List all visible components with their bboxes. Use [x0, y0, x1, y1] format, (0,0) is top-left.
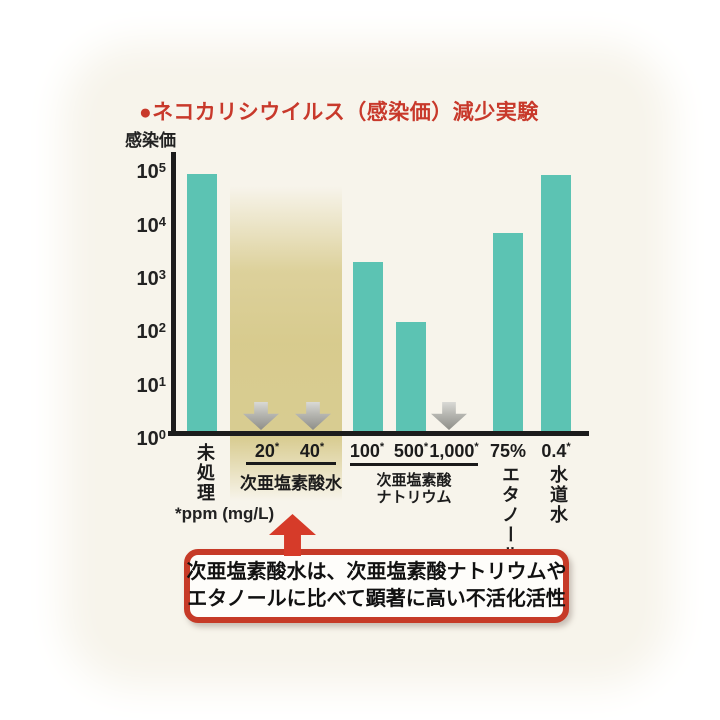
bar-0.4 — [541, 175, 571, 432]
bar-500 — [395, 322, 426, 432]
bar-75% — [493, 233, 523, 432]
y-axis-title: 感染価 — [125, 131, 176, 150]
footnote-ppm: *ppm (mg/L) — [175, 504, 275, 523]
y-axis-line — [171, 152, 176, 436]
asterisk-mark: * — [379, 441, 385, 453]
tick-base: 10 — [136, 428, 159, 450]
tick-base: 10 — [136, 161, 159, 183]
tick-exponent: 4 — [158, 214, 166, 229]
tick-exponent: 2 — [158, 320, 166, 335]
dose-label-20: 20* — [232, 441, 302, 462]
dose-num: 1,000 — [429, 441, 475, 461]
callout-box: 次亜塩素酸水は、次亜塩素酸ナトリウムや エタノールに比べて顕著に高い不活化活性 — [184, 549, 569, 623]
tick-exponent: 0 — [158, 427, 166, 442]
y-tick-1e5: 105 — [118, 156, 166, 183]
dose-label-500: 500* — [376, 441, 446, 462]
asterisk-mark: * — [474, 441, 479, 453]
chart-title: ●ネコカリシウイルス（感染価）減少実験 — [139, 101, 539, 124]
dose-label-75pct: 75% — [473, 441, 543, 462]
x-axis-line — [168, 431, 589, 436]
callout-line-1: 次亜塩素酸水は、次亜塩素酸ナトリウムや — [186, 561, 567, 583]
dose-num: 100 — [349, 441, 380, 461]
dose-num: 20 — [254, 441, 275, 461]
group-underline-naocl — [350, 463, 478, 466]
group-underline-hocl — [246, 462, 336, 465]
group-label-naocl-line1: 次亜塩素酸 — [376, 472, 452, 489]
tick-base: 10 — [136, 321, 159, 343]
asterisk-mark: * — [274, 441, 280, 453]
dose-num: 500 — [393, 441, 424, 461]
tick-base: 10 — [136, 215, 159, 237]
category-label-tapwater: 水道水 — [548, 465, 568, 525]
dose-label-1000: 1,000* — [419, 441, 489, 462]
tick-base: 10 — [136, 375, 159, 397]
tick-exponent: 1 — [158, 374, 166, 389]
y-tick-1e1: 101 — [118, 370, 166, 397]
asterisk-mark: * — [319, 441, 325, 453]
highlight-band-hocl — [230, 186, 342, 501]
asterisk-mark: * — [423, 441, 429, 453]
dose-label-100: 100* — [332, 441, 402, 462]
dose-label-40: 40* — [277, 441, 347, 462]
tick-exponent: 5 — [158, 160, 166, 175]
dose-num: 40 — [299, 441, 320, 461]
y-tick-1e4: 104 — [118, 210, 166, 237]
dose-label-0p4: 0.4* — [521, 441, 591, 462]
tick-exponent: 3 — [158, 267, 166, 282]
y-tick-1e3: 103 — [118, 263, 166, 290]
group-label-hocl: 次亜塩素酸水 — [240, 474, 342, 493]
bar- — [187, 174, 217, 432]
bar-100 — [352, 262, 383, 432]
y-tick-1e0: 100 — [118, 423, 166, 450]
y-tick-1e2: 102 — [118, 316, 166, 343]
dose-num: 75% — [489, 441, 527, 461]
callout-line-2: エタノールに比べて顕著に高い不活化活性 — [187, 588, 566, 610]
category-label-untreated: 未処理 — [195, 443, 215, 503]
group-label-naocl-line2: ナトリウム — [376, 489, 452, 506]
dose-num: 0.4 — [541, 441, 567, 461]
asterisk-mark: * — [566, 441, 571, 453]
category-label-ethanol: エタノール — [500, 465, 520, 565]
tick-base: 10 — [136, 268, 159, 290]
